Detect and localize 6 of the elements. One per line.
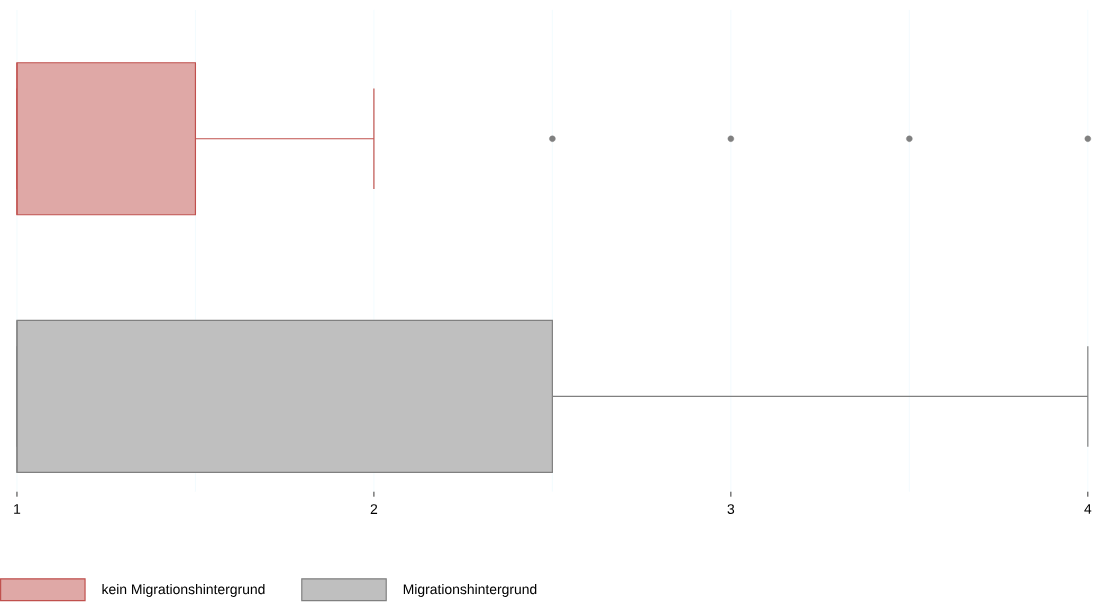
x-tick-label: 3 (727, 504, 735, 515)
x-tick-label: 4 (1084, 504, 1092, 514)
text: Migrationshintergrund (403, 584, 537, 597)
x-tick-label: 1 (14, 504, 21, 514)
text: kein Migrationshintergrund (102, 584, 265, 597)
x-tick-label: 2 (370, 504, 378, 514)
